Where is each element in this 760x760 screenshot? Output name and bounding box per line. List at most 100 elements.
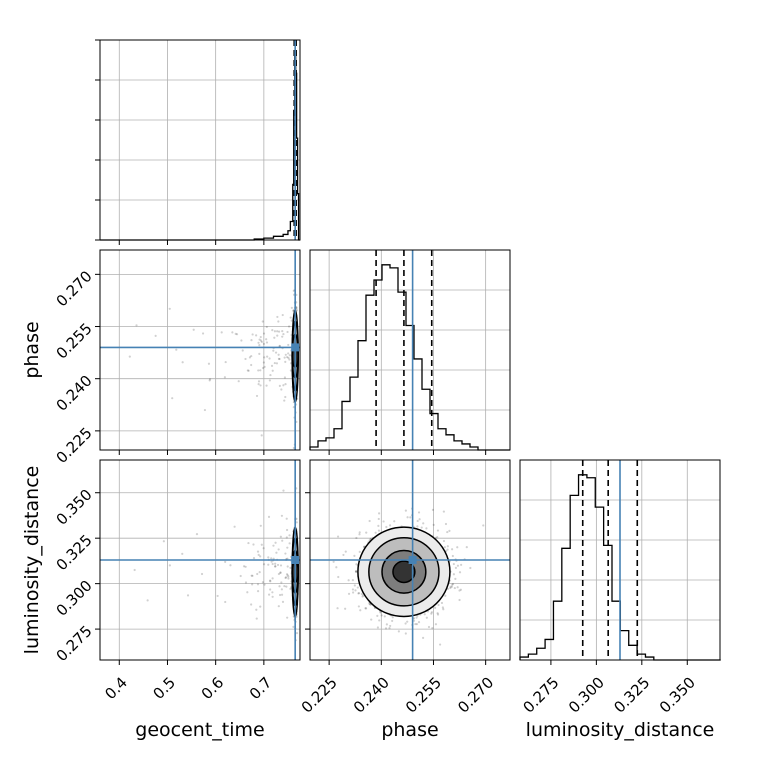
sample-point [267, 556, 270, 559]
axis-labels: geocent_time phase luminosity_distance p… [21, 321, 714, 741]
x-tick-label: 0.5 [150, 673, 180, 703]
sample-point [354, 589, 357, 592]
sample-point [379, 611, 382, 614]
sample-point [382, 520, 385, 523]
sample-point [241, 349, 244, 352]
sample-point [439, 643, 442, 646]
sample-point [279, 535, 282, 538]
sample-point [364, 607, 367, 610]
sample-point [287, 343, 290, 347]
y-tick-label: 0.255 [53, 319, 96, 362]
ylabel-phase: phase [21, 321, 43, 378]
sample-point [181, 552, 184, 555]
sample-point [168, 564, 171, 567]
sample-point [283, 399, 286, 402]
sample-point [208, 378, 212, 381]
sample-point [427, 625, 431, 629]
sample-point [256, 550, 260, 553]
sample-point [181, 361, 184, 364]
sample-point [376, 614, 379, 617]
sample-point [452, 562, 455, 566]
sample-point [200, 572, 204, 576]
sample-point [244, 581, 248, 584]
sample-point [421, 636, 425, 639]
x-tick-label: 0.4 [101, 673, 131, 703]
sample-point [266, 355, 269, 358]
sample-point [370, 618, 373, 621]
sample-point [263, 356, 266, 359]
sample-point [290, 319, 293, 322]
sample-point [284, 576, 287, 579]
sample-point [248, 356, 252, 359]
sample-point [286, 574, 289, 577]
sample-point [244, 357, 247, 361]
sample-point [268, 579, 272, 582]
sample-point [444, 594, 447, 597]
sample-point [262, 547, 265, 550]
sample-point [454, 566, 458, 569]
sample-point [274, 562, 277, 565]
sample-point [444, 522, 448, 526]
sample-point [415, 623, 419, 626]
sample-point [271, 329, 274, 332]
sample-point [417, 511, 421, 514]
sample-point [277, 605, 280, 608]
sample-point [453, 586, 456, 590]
x-tick-label: 0.270 [454, 673, 497, 716]
sample-point [356, 586, 359, 589]
sample-point [278, 344, 281, 347]
sample-point [357, 592, 360, 595]
hist-panel-phase [309, 249, 511, 455]
x-tick-label: 0.300 [565, 673, 608, 716]
sample-point [378, 619, 381, 622]
sample-point [469, 566, 472, 570]
sample-point [335, 566, 338, 569]
sample-point [268, 379, 271, 382]
sample-point [268, 593, 271, 596]
sample-point [385, 623, 388, 626]
sample-point [289, 316, 292, 319]
sample-point [437, 603, 440, 607]
sample-point [404, 632, 407, 635]
sample-point [256, 589, 260, 593]
sample-point [292, 405, 295, 409]
sample-point [263, 583, 266, 586]
sample-point [384, 627, 388, 630]
sample-point [359, 609, 362, 612]
sample-point [216, 594, 219, 598]
sample-point [260, 340, 263, 344]
sample-point [259, 339, 263, 342]
ylabel-luminosity-distance: luminosity_distance [21, 466, 43, 655]
sample-point [360, 592, 364, 596]
sample-point [252, 557, 256, 560]
sample-point [446, 548, 449, 551]
sample-point [286, 546, 289, 549]
sample-point [276, 563, 280, 567]
sample-point [273, 330, 277, 333]
sample-point [404, 622, 407, 625]
sample-point [250, 339, 253, 342]
sample-point [425, 527, 428, 530]
sample-point [277, 330, 281, 333]
sample-point [288, 358, 291, 361]
sample-point [268, 357, 271, 360]
sample-point [250, 363, 253, 367]
sample-point [280, 388, 283, 391]
sample-point [391, 616, 394, 619]
sample-point [280, 581, 283, 584]
sample-point [276, 330, 279, 333]
sample-point [220, 331, 223, 334]
sample-point [255, 334, 258, 337]
sample-point [255, 608, 258, 611]
sample-point [377, 517, 380, 521]
x-tick-label: 0.6 [198, 673, 228, 703]
sample-point [255, 394, 259, 398]
sample-point [276, 315, 279, 319]
x-tick-label: 0.225 [298, 673, 341, 716]
sample-point [434, 623, 438, 626]
sample-point [358, 550, 361, 553]
sample-point [430, 612, 433, 615]
sample-point [135, 324, 138, 327]
sample-point [250, 574, 253, 577]
